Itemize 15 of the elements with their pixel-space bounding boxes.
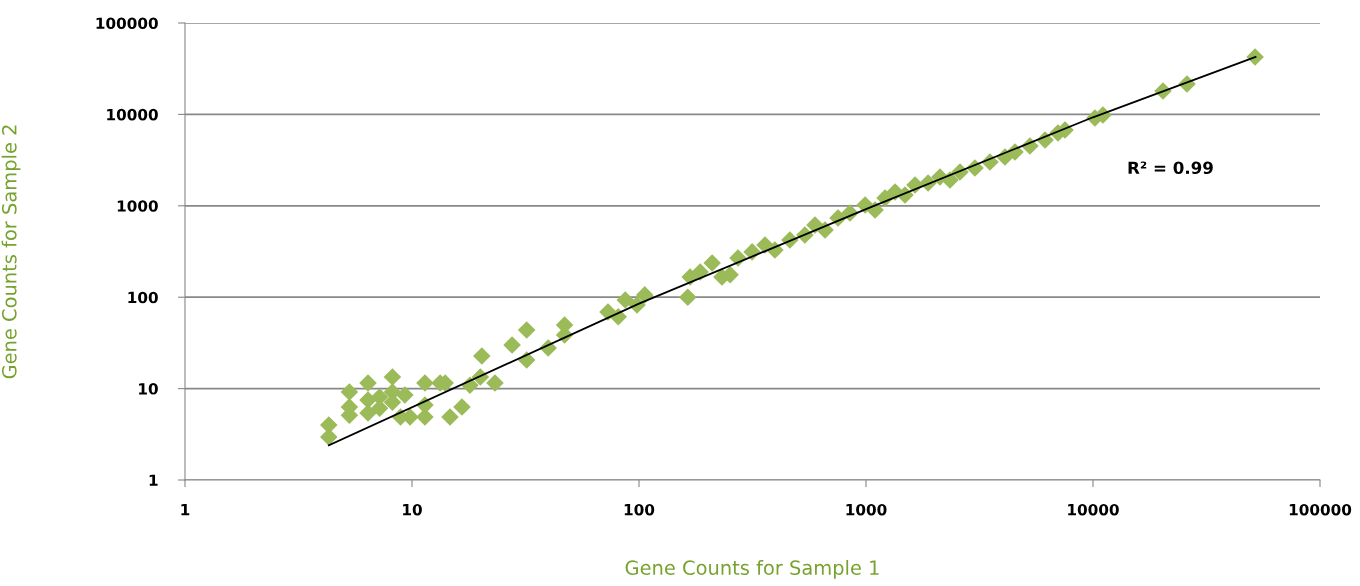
x-tick-label: 100000: [1289, 503, 1352, 516]
y-tick-label: 10000: [107, 108, 158, 121]
x-tick-label: 1000: [846, 503, 887, 516]
x-tick-label: 1: [181, 504, 190, 516]
y-axis-title: Gene Counts for Sample 2: [1, 125, 21, 379]
y-tick-label: 1000: [117, 200, 158, 212]
y-tick-label: 100: [128, 291, 158, 304]
y-tick-label: 10: [139, 383, 158, 395]
x-tick-label: 10: [403, 503, 422, 516]
annotation: R² = 0.99: [1128, 161, 1213, 175]
y-tick-label: 1: [149, 474, 158, 486]
x-tick-label: 100: [624, 503, 655, 516]
y-tick-label: 100000: [96, 17, 158, 30]
x-tick-label: 10000: [1068, 503, 1119, 516]
x-axis-title: Gene Counts for Sample 1: [625, 559, 879, 579]
